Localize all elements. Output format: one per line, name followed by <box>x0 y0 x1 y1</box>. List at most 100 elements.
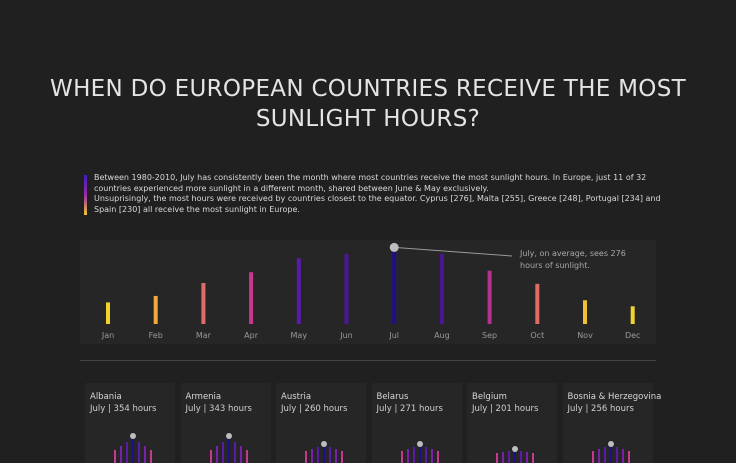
mini-bar <box>532 453 534 463</box>
country-card[interactable]: Belgium July | 201 hours <box>467 383 557 463</box>
mini-bar <box>239 446 242 463</box>
mini-bar <box>120 446 122 463</box>
mini-bar <box>412 447 415 463</box>
mini-highlight-marker <box>607 441 614 447</box>
country-peak-info: July | 260 hours <box>281 404 348 414</box>
tick-label-jun: Jun <box>339 331 353 340</box>
country-card[interactable]: Austria July | 260 hours <box>276 383 366 463</box>
country-mini-chart <box>305 441 343 463</box>
country-peak-info: July | 201 hours <box>472 404 539 414</box>
annotation-leader-line <box>394 246 513 257</box>
mini-bar <box>323 445 325 463</box>
country-mini-chart <box>591 441 630 463</box>
tick-label-oct: Oct <box>530 331 544 340</box>
mini-bar <box>311 449 313 463</box>
mini-highlight-marker <box>512 446 518 452</box>
country-card[interactable]: Belarus July | 271 hours <box>371 383 462 463</box>
mini-bar <box>144 446 146 463</box>
country-mini-chart <box>400 441 439 463</box>
bar-jan[interactable] <box>106 302 110 324</box>
mini-bar <box>591 451 594 463</box>
country-name: Belgium <box>472 392 507 402</box>
mini-bar <box>520 451 522 463</box>
country-name: Albania <box>90 392 122 402</box>
tick-label-dec: Dec <box>625 331 640 340</box>
intro-accent-bar <box>84 175 87 215</box>
bar-feb[interactable] <box>153 295 158 324</box>
monthly-sunlight-chart-svg: Jan Feb Mar Apr May Jun Jul Aug Sep Oct Nov Dec July… <box>101 242 640 340</box>
country-peak-info: July | 343 hours <box>185 404 252 414</box>
mini-highlight-marker <box>130 433 136 439</box>
mini-bar <box>609 445 612 463</box>
mini-bar <box>496 453 498 463</box>
country-mini-chart <box>496 446 534 463</box>
tick-label-apr: Apr <box>244 331 259 340</box>
intro-text: Between 1980-2010, July has consistently… <box>94 173 664 215</box>
bar-aug[interactable] <box>439 253 444 324</box>
tick-label-sep: Sep <box>482 331 497 340</box>
country-peak-info: July | 256 hours <box>567 404 634 414</box>
annotation-text-line-2: hours of sunlight. <box>520 261 590 270</box>
mini-bar <box>209 450 212 463</box>
mini-bar <box>335 449 337 463</box>
mini-bar <box>215 446 218 463</box>
mini-highlight-marker <box>321 441 327 447</box>
mini-bar <box>430 449 433 463</box>
tick-label-jul: Jul <box>388 331 399 340</box>
intro-paragraph-2: Unsuprisingly, the most hours were recei… <box>94 194 661 214</box>
page-title: WHEN DO EUROPEAN COUNTRIES RECEIVE THE M… <box>0 74 736 134</box>
mini-bar <box>436 451 439 463</box>
mini-bar <box>317 447 319 463</box>
country-card[interactable]: Albania July | 354 hours <box>85 383 175 463</box>
mini-bar <box>233 442 236 463</box>
mini-bar <box>138 442 140 463</box>
bar-mar[interactable] <box>201 283 206 324</box>
bar-may[interactable] <box>296 258 301 324</box>
annotation-text-line-1: July, on average, sees 276 <box>519 249 626 258</box>
mini-bar <box>508 451 510 463</box>
bar-apr[interactable] <box>249 272 254 324</box>
country-mini-chart <box>114 433 152 463</box>
mini-bar <box>621 449 624 463</box>
mini-bar <box>418 445 421 463</box>
mini-bar <box>400 451 403 463</box>
country-name: Bosnia & Herzegovina <box>567 392 662 402</box>
intro-block: Between 1980-2010, July has consistently… <box>84 173 664 215</box>
country-name: Belarus <box>376 392 409 402</box>
mini-bar <box>126 442 128 463</box>
bar-jun[interactable] <box>344 253 349 324</box>
monthly-sunlight-chart: Jan Feb Mar Apr May Jun Jul Aug Sep Oct Nov Dec July… <box>80 240 656 344</box>
tick-label-may: May <box>291 331 308 340</box>
country-name: Armenia <box>185 392 222 402</box>
mini-bar <box>329 447 331 463</box>
country-peak-info: July | 271 hours <box>376 404 443 414</box>
mini-bar <box>603 447 606 463</box>
tick-label-feb: Feb <box>149 331 163 340</box>
bar-jul[interactable] <box>392 247 397 324</box>
mini-bar <box>615 447 618 463</box>
bar-nov[interactable] <box>583 300 587 324</box>
country-mini-chart <box>209 433 248 463</box>
mini-bar <box>132 437 134 463</box>
bar-oct[interactable] <box>535 283 540 324</box>
highlight-marker[interactable] <box>389 242 399 252</box>
bar-sep[interactable] <box>487 270 492 324</box>
bar-dec[interactable] <box>630 306 635 324</box>
country-peak-info: July | 354 hours <box>90 404 157 414</box>
mini-bar <box>245 450 248 463</box>
tick-label-mar: Mar <box>196 331 212 340</box>
tick-label-jan: Jan <box>101 331 114 340</box>
mini-bar <box>221 442 224 463</box>
mini-bar <box>114 450 116 463</box>
mini-highlight-marker <box>225 433 232 439</box>
mini-bar <box>150 450 152 463</box>
country-name: Austria <box>281 392 312 402</box>
country-card[interactable]: Bosnia & Herzegovina July | 256 hours <box>562 383 661 463</box>
mini-bar <box>424 447 427 463</box>
mini-highlight-marker <box>416 441 423 447</box>
mini-bar <box>406 449 409 463</box>
mini-bar <box>597 449 600 463</box>
mini-bar <box>227 437 230 463</box>
section-divider <box>80 360 656 361</box>
country-card[interactable]: Armenia July | 343 hours <box>180 383 271 463</box>
